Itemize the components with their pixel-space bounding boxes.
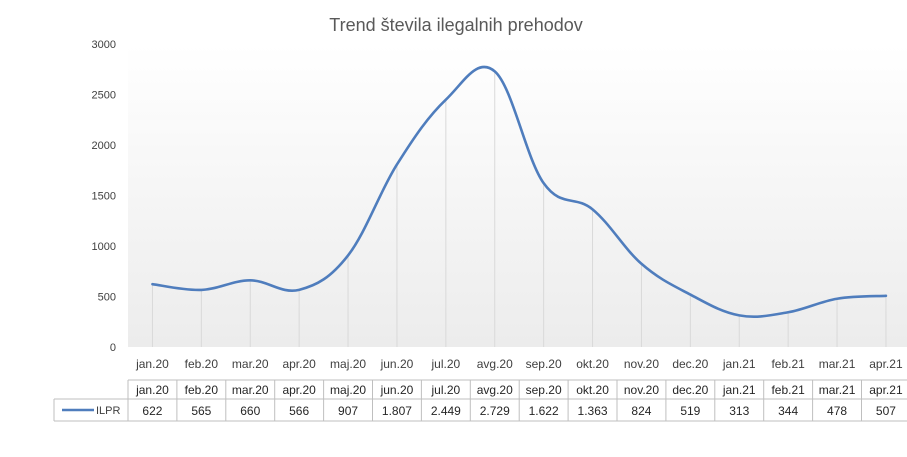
table-value-cell: 907 [338,404,358,418]
table-value-cell: 2.729 [480,404,510,418]
y-axis-ticks: 0 500 1000 1500 2000 2500 3000 [92,39,116,354]
x-tick-label: apr.21 [869,357,903,371]
table-header-cell: apr.20 [282,383,316,397]
data-table: jan.20 622 feb.20 565 mar.20 660 apr.20 566 maj.… [53,379,907,422]
y-tick-label: 1000 [92,241,116,253]
table-header-cell: mar.21 [819,383,856,397]
series-line-ilpr [151,65,888,318]
table-header-cell: jul.20 [431,383,461,397]
x-tick-label: jan.21 [722,357,756,371]
y-tick-label: 2500 [92,90,116,102]
table-value-cell: 507 [876,404,896,418]
table-header-cell: sep.20 [526,383,562,397]
table-header-cell: avg.20 [477,383,513,397]
x-tick-label: jul.20 [431,357,461,371]
x-axis-ticks: jan.20 feb.20 mar.20 apr.20 maj.20 jun.20 jul.… [135,357,903,371]
table-value-cell: 519 [680,404,700,418]
table-value-cell: 1.363 [578,404,608,418]
x-tick-label: okt.20 [576,357,609,371]
table-value-cell: 566 [289,404,309,418]
y-tick-label: 3000 [92,39,116,51]
x-tick-label: dec.20 [672,357,708,371]
table-header-cell: feb.20 [185,383,219,397]
y-tick-label: 500 [98,292,116,304]
chart-title: Trend števila ilegalnih prehodov [329,15,583,35]
table-header-cell: dec.20 [672,383,708,397]
table-value-cell: 478 [827,404,847,418]
table-header-cell: jan.20 [135,383,169,397]
table-value-cell: 824 [631,404,651,418]
table-header-cell: okt.20 [576,383,609,397]
table-header-cell: feb.21 [771,383,805,397]
table-header-cell: nov.20 [624,383,659,397]
table-header-cell: mar.20 [232,383,269,397]
table-value-cell: 2.449 [431,404,461,418]
x-tick-label: jun.20 [380,357,414,371]
x-tick-label: maj.20 [330,357,366,371]
plot-area [128,44,907,347]
x-tick-label: feb.20 [185,357,219,371]
x-tick-label: mar.20 [232,357,269,371]
table-header-cell: apr.21 [869,383,903,397]
table-value-cell: 660 [240,404,260,418]
x-tick-label: mar.21 [819,357,856,371]
x-tick-label: apr.20 [282,357,316,371]
x-tick-label: sep.20 [526,357,562,371]
y-tick-label: 0 [110,342,116,354]
x-tick-label: nov.20 [624,357,659,371]
table-value-cell: 1.807 [382,404,412,418]
table-value-cell: 1.622 [529,404,559,418]
x-tick-label: avg.20 [477,357,513,371]
legend-entry-ilpr: ILPR [96,405,121,417]
y-tick-label: 2000 [92,140,116,152]
legend: ILPR [62,405,121,417]
table-header-cell: jan.21 [722,383,756,397]
y-tick-label: 1500 [92,191,116,203]
x-tick-label: feb.21 [771,357,805,371]
table-value-cell: 622 [142,404,162,418]
table-value-cell: 344 [778,404,798,418]
table-header-cell: jun.20 [380,383,414,397]
gridlines [151,71,887,347]
x-tick-label: jan.20 [135,357,169,371]
table-value-cell: 565 [191,404,211,418]
table-value-cell: 313 [729,404,749,418]
table-header-cell: maj.20 [330,383,366,397]
